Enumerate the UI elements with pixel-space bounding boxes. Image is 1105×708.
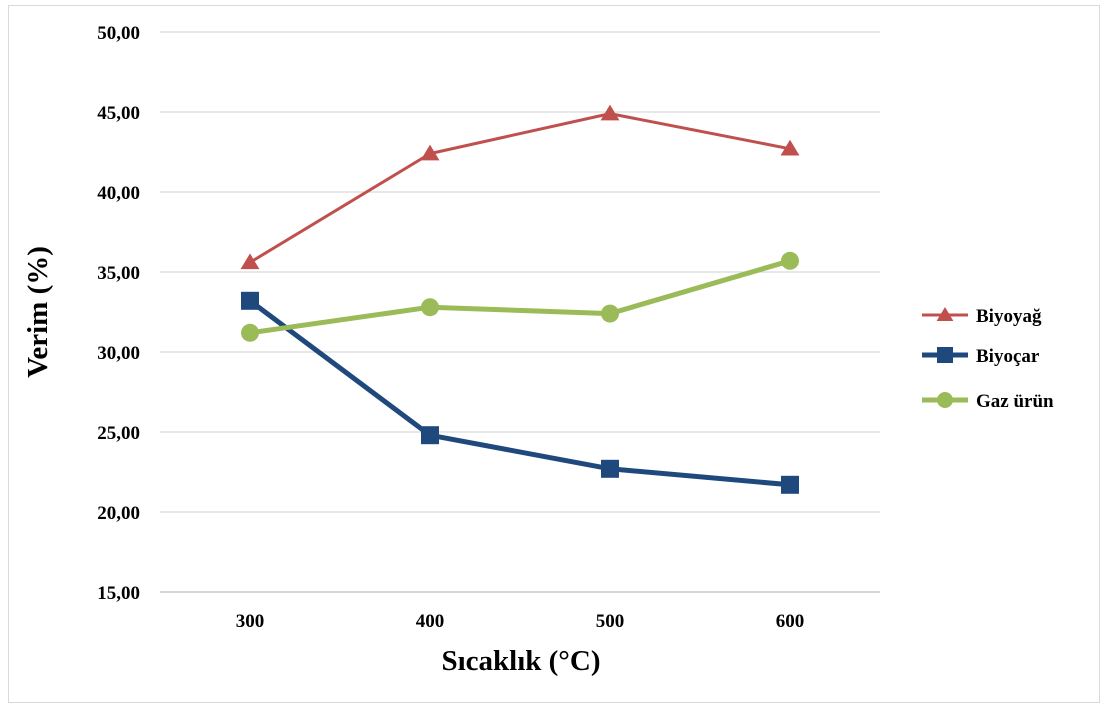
triangle-data-point [600, 104, 620, 121]
square-data-point [781, 475, 799, 494]
legend: Biyoyağ Biyoçar Gaz ürün [922, 306, 1054, 412]
y-tick-label: 30,00 [97, 343, 140, 364]
y-tick-label: 25,00 [97, 423, 140, 444]
x-tick-label: 600 [776, 611, 805, 632]
circle-data-point [421, 298, 439, 317]
x-tick-label: 400 [416, 611, 445, 632]
circle-data-point [601, 304, 619, 323]
circle-series-line [249, 258, 791, 336]
triangle-data-point [780, 139, 800, 156]
square-data-point [421, 426, 439, 445]
y-tick-label: 20,00 [97, 503, 140, 524]
y-tick-label: 35,00 [97, 263, 140, 284]
x-tick-label: 500 [596, 611, 625, 632]
triangle-data-point [240, 253, 260, 270]
square-data-point [241, 291, 259, 310]
y-axis-title: Verim (%) [22, 246, 54, 378]
circle-data-point [781, 251, 799, 270]
triangle-data-point [420, 144, 440, 161]
gridlines [160, 31, 880, 593]
y-axis-ticks: 15,00 20,00 25,00 30,00 35,00 40,00 45,00 50,00 [97, 23, 140, 604]
y-tick-label: 45,00 [97, 103, 140, 124]
legend-label: Biyoçar [976, 346, 1040, 367]
legend-label: Biyoyağ [976, 306, 1042, 327]
legend-label: Gaz ürün [976, 391, 1054, 412]
square-series-line [248, 298, 791, 488]
series-group [240, 104, 800, 494]
circle-data-point [241, 323, 259, 342]
x-tick-label: 300 [236, 611, 265, 632]
chart-frame [8, 5, 1100, 703]
triangle-series-line [249, 112, 791, 264]
legend-marker [937, 347, 953, 363]
y-tick-label: 15,00 [97, 583, 140, 604]
x-axis-ticks: 300 400 500 600 [236, 611, 805, 632]
y-tick-label: 40,00 [97, 183, 140, 204]
y-tick-label: 50,00 [97, 23, 140, 44]
x-axis-title: Sıcaklık (°C) [441, 645, 600, 677]
legend-marker [937, 392, 953, 408]
legend-marker [936, 307, 954, 321]
square-data-point [601, 459, 619, 478]
